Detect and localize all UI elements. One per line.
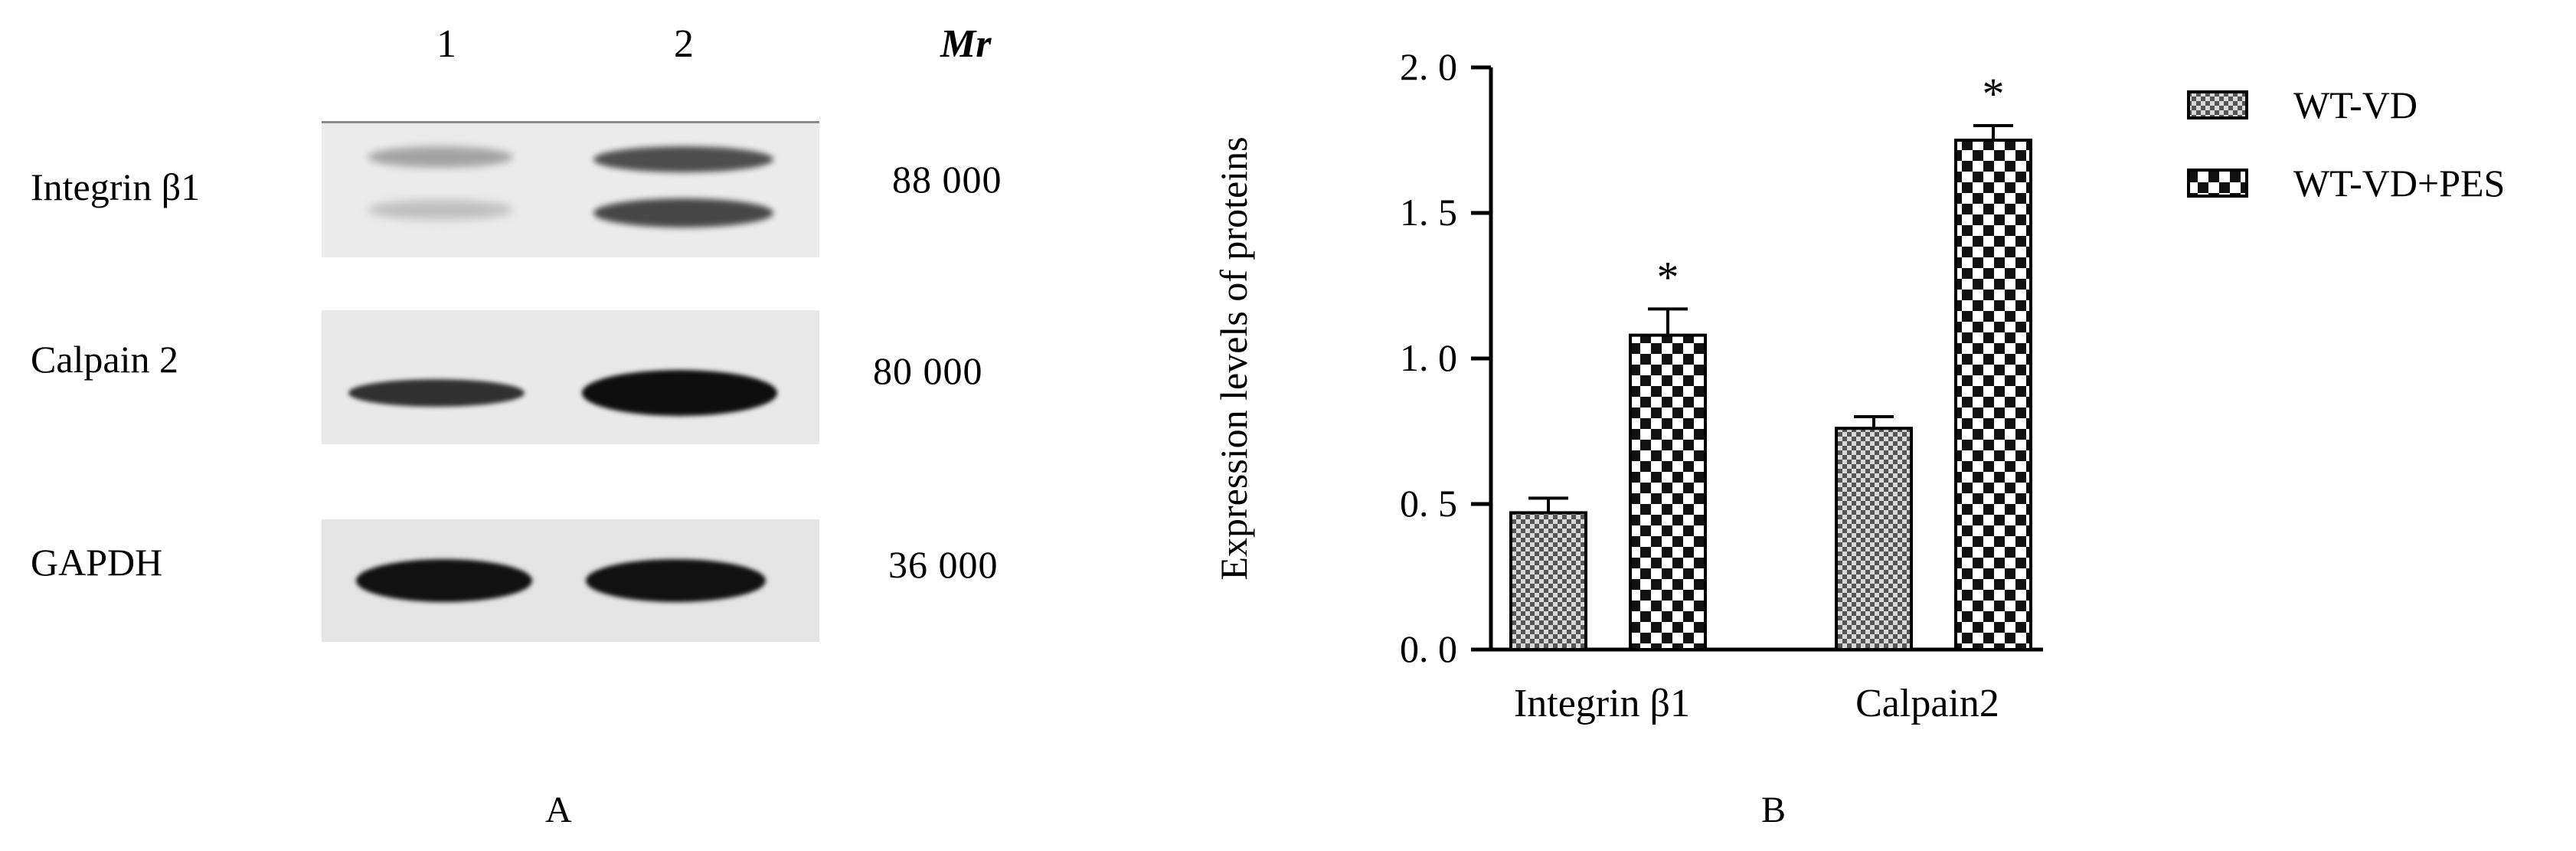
y-tick-label: 1. 5 — [1400, 191, 1457, 234]
protein-label-calpain: Calpain 2 — [31, 338, 179, 381]
blot-calpain — [322, 310, 819, 444]
y-tick-label: 1. 0 — [1400, 336, 1457, 379]
band-calpain-lane1 — [348, 379, 525, 407]
mw-label-gapdh: 36 000 — [888, 543, 999, 586]
y-tick-label: 2. 0 — [1400, 45, 1457, 88]
mw-label-integrin: 88 000 — [892, 158, 1002, 201]
lane-label-2: 2 — [674, 22, 694, 66]
bar — [1954, 139, 2032, 651]
bar — [1629, 333, 1707, 651]
bar — [1835, 427, 1913, 651]
significance-marker: * — [1983, 69, 2005, 119]
blot-gapdh — [322, 519, 819, 642]
protein-label-gapdh: GAPDH — [31, 541, 163, 584]
chart-bars — [1509, 124, 2032, 652]
band-calpain-lane2 — [582, 370, 777, 416]
legend-swatch — [2187, 169, 2248, 198]
chart-legend: WT-VD WT-VD+PES — [2187, 83, 2505, 205]
band-gapdh-lane2 — [586, 559, 766, 602]
band-gapdh-lane1 — [356, 559, 532, 602]
panel-label-b: B — [1761, 790, 1787, 830]
mr-label: Mr — [940, 22, 992, 66]
y-tick-label: 0. 5 — [1400, 482, 1457, 525]
x-tick-label: Integrin β1 — [1514, 682, 1690, 725]
legend-label: WT-VD+PES — [2293, 162, 2505, 205]
band-integrin-lane1-upper — [368, 146, 513, 168]
x-tick-label: Calpain2 — [1855, 682, 1999, 725]
legend-swatch — [2187, 90, 2248, 119]
band-integrin-lane2-upper — [593, 146, 773, 172]
band-integrin-lane2-lower — [593, 198, 773, 227]
band-integrin-lane1-lower — [368, 200, 513, 220]
significance-marker: * — [1657, 252, 1679, 302]
blot-integrin — [322, 121, 819, 257]
legend-label: WT-VD — [2293, 83, 2417, 126]
panel-label-a: A — [545, 790, 572, 830]
lane-label-1: 1 — [436, 22, 456, 66]
protein-label-integrin: Integrin β1 — [31, 165, 201, 208]
bar — [1509, 511, 1587, 652]
y-tick-label: 0. 0 — [1400, 627, 1457, 670]
mw-label-calpain: 80 000 — [873, 349, 983, 392]
chart-text: 0. 0 0. 5 1. 0 1. 5 2. 0 Expression levels of… — [1212, 45, 2005, 725]
y-axis-label: Expression levels of proteins — [1212, 136, 1255, 580]
